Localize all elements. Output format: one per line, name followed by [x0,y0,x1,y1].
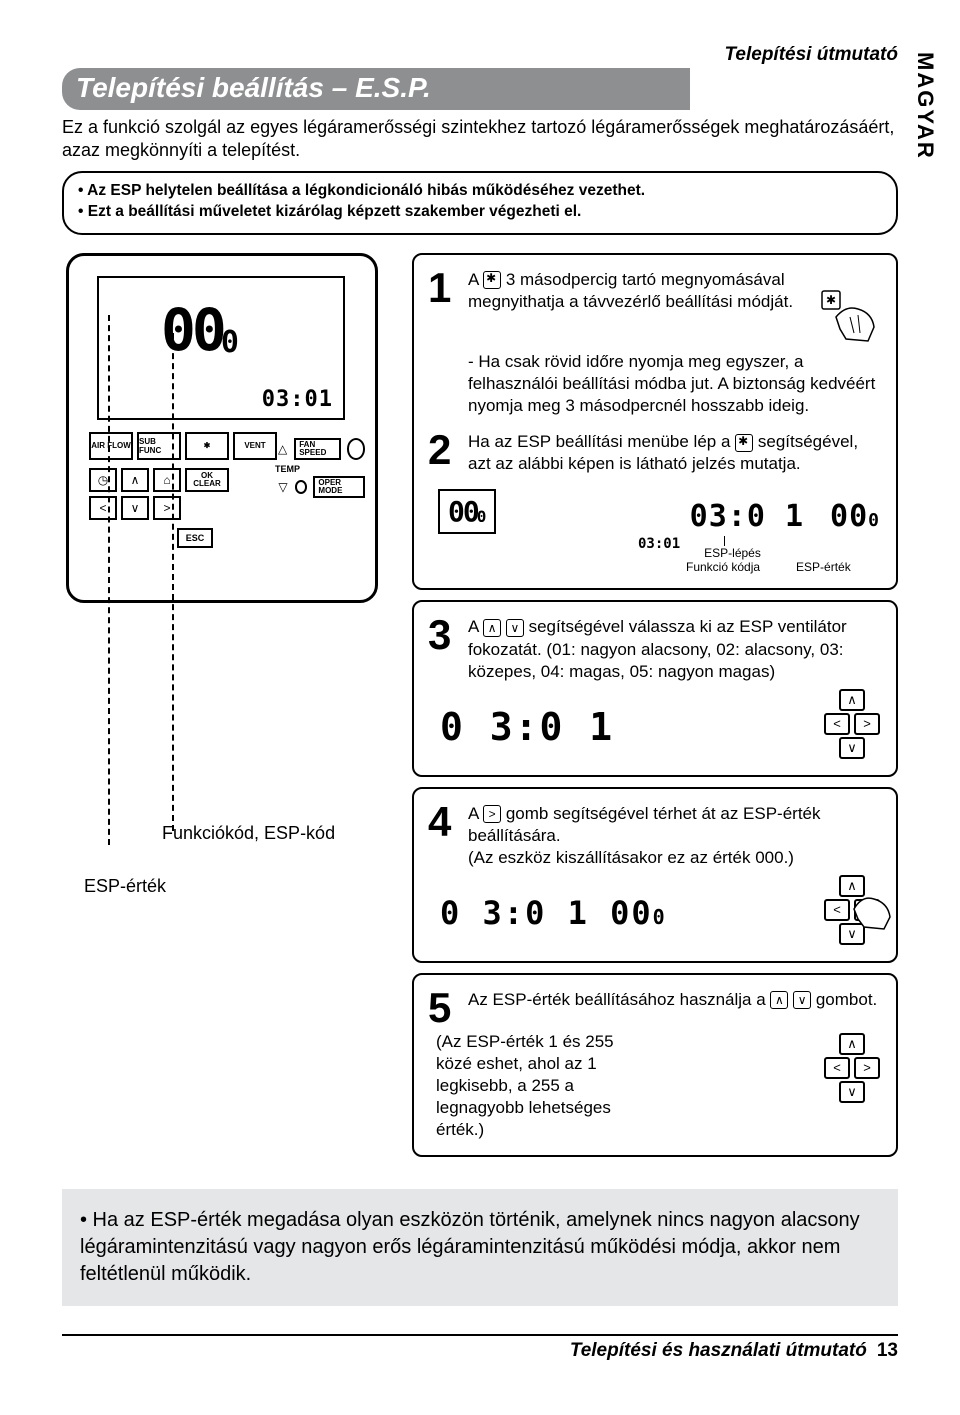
display-00: 000 [438,489,496,534]
step-3-text: A ∧ ∨ segítségével válassza ki az ESP ve… [468,616,880,682]
right-icon: > [483,805,501,823]
func-code-label: Funkciókód, ESP-kód [162,823,335,844]
lcd-big-sub: 0 [221,325,235,360]
power-button[interactable] [347,438,365,460]
nav-right[interactable]: > [854,713,880,735]
lcd-small: 03:01 [262,387,333,412]
step-box-3: 3 A ∧ ∨ segítségével válassza ki az ESP … [412,600,898,776]
step-number: 2 [428,431,458,475]
gear-icon [483,271,501,289]
remote-button-row: AIR FLOW SUB FUNC ✱ VENT [89,432,277,460]
cap-code: Funkció kódja [686,560,760,574]
remote-right-pad: △FAN SPEED TEMP ▽OPER MODE [277,438,365,502]
step-box-1-2: 1 A 3 másodpercig tartó megnyomásával me… [412,253,898,591]
air-flow-button[interactable]: AIR FLOW [89,432,133,460]
up-icon: ∧ [483,619,501,637]
svg-text:✱: ✱ [826,293,836,307]
nav-down[interactable]: ∨ [839,1081,865,1103]
seg-0301: 03:0 1 [690,499,804,534]
callout-line-esp [108,315,110,845]
nav-pad: ∧ <> ∨ [824,1031,880,1141]
left-labels: Funkciókód, ESP-kód ESP-érték [84,823,335,897]
warning-line-1: • Az ESP helytelen beállítása a légkondi… [78,181,882,202]
step-box-4: 4 A > gomb segítségével térhet át az ESP… [412,787,898,963]
language-tab: MAGYAR [908,24,942,188]
step-number: 4 [428,803,458,869]
step-number: 1 [428,269,458,417]
left-column: 000 03:01 AIR FLOW SUB FUNC ✱ VENT ◷ ∧ ⌂… [62,253,400,1167]
small-seg: 03:01 [638,536,680,560]
nav-up[interactable]: ∧ [839,1033,865,1055]
down-icon: ∨ [506,619,524,637]
intro-text: Ez a funkció szolgál az egyes légáramerő… [62,116,898,161]
right-button[interactable]: > [153,496,181,520]
down-button[interactable]: ∨ [121,496,149,520]
warning-line-2: • Ezt a beállítási műveletet kizárólag k… [78,202,882,223]
step-1-note: - Ha csak rövid időre nyomja meg egyszer… [468,351,880,417]
step-4-text: A > gomb segítségével térhet át az ESP-é… [468,803,880,869]
cap-step: ESP-lépés [704,536,761,560]
up-icon: ∧ [770,991,788,1009]
up-button[interactable]: ∧ [121,468,149,492]
step-4-note: (Az eszköz kiszállításakor ez az érték 0… [468,847,880,869]
lcd-big: 00 [161,296,223,364]
page-footer: Telepítési és használati útmutató 13 [62,1334,898,1362]
esp-value-label: ESP-érték [84,876,335,897]
esc-button[interactable]: ESC [177,528,213,548]
fan-speed-button[interactable]: FAN SPEED [294,438,340,460]
step-number: 5 [428,989,458,1027]
seg-0301-000: 0 3:0 1 000 [440,894,667,932]
nav-left[interactable]: < [824,1057,850,1079]
nav-right[interactable]: > [854,1057,880,1079]
remote-controller: 000 03:01 AIR FLOW SUB FUNC ✱ VENT ◷ ∧ ⌂… [66,253,378,603]
gear-press-icon: ✱ [816,287,880,345]
temp-label: TEMP [275,464,365,474]
nav-left[interactable]: < [824,899,850,921]
nav-up[interactable]: ∧ [839,689,865,711]
step-1-text: A 3 másodpercig tartó megnyomásával megn… [468,269,880,417]
ok-clear-button[interactable]: OKCLEAR [185,468,229,492]
home-button[interactable]: ⌂ [153,468,181,492]
vent-button[interactable]: VENT [233,432,277,460]
down-icon: ∨ [793,991,811,1009]
footer-page: 13 [877,1340,898,1362]
nav-pad: ∧ <> ∨ [824,687,880,761]
hand-press-icon [848,887,898,933]
step-2-text: Ha az ESP beállítási menübe lép a segíts… [468,431,880,475]
callout-line-func [172,333,174,831]
sub-func-button[interactable]: SUB FUNC [137,432,181,460]
step-5-text: Az ESP-érték beállításához használja a ∧… [468,989,880,1027]
step-5-note: (Az ESP-érték 1 és 255 közé eshet, ahol … [436,1031,625,1141]
step-number: 3 [428,616,458,682]
seg-0301-big: 0 3:0 1 [440,705,614,749]
bottom-note: • Ha az ESP-érték megadása olyan eszközö… [62,1189,898,1306]
section-title: Telepítési beállítás – E.S.P. [62,68,690,110]
right-column: 1 A 3 másodpercig tartó megnyomásával me… [412,253,898,1167]
left-button[interactable]: < [89,496,117,520]
gear-button[interactable]: ✱ [185,432,229,460]
remote-lcd: 000 03:01 [97,276,345,420]
step-box-5: 5 Az ESP-érték beállításához használja a… [412,973,898,1157]
clock-button[interactable]: ◷ [89,468,117,492]
warning-box: • Az ESP helytelen beállítása a légkondi… [62,171,898,235]
nav-left[interactable]: < [824,713,850,735]
cap-val: ESP-érték [796,560,851,574]
nav-down[interactable]: ∨ [839,737,865,759]
doc-header: Telepítési útmutató [62,44,898,66]
gear-icon [735,434,753,452]
footer-title: Telepítési és használati útmutató [570,1340,867,1362]
oper-mode-button[interactable]: OPER MODE [313,476,365,498]
